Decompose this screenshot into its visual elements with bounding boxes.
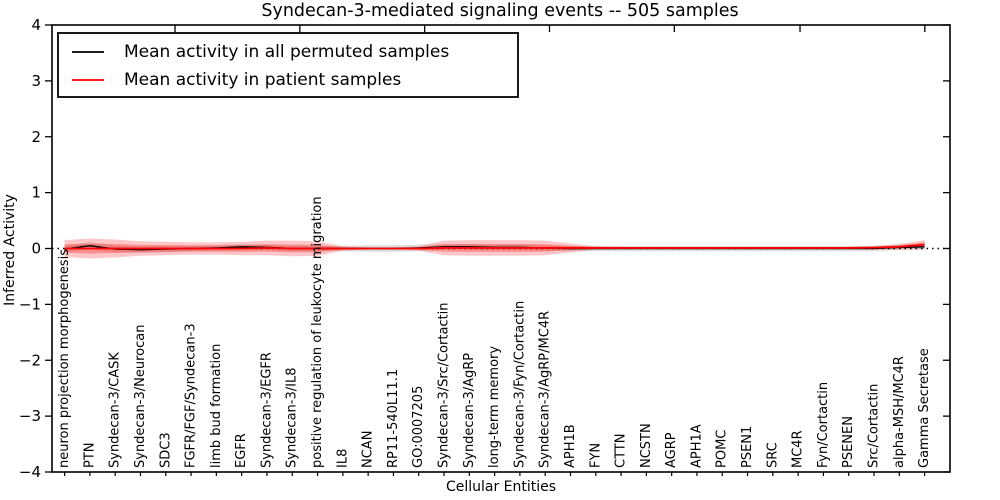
entity-label: PSENEN xyxy=(841,416,856,468)
entity-label: CTTN xyxy=(614,434,629,468)
entity-label: NCAN xyxy=(361,431,376,468)
entity-label: FYN xyxy=(588,443,603,468)
entity-label: Syndecan-3/AgRP xyxy=(462,353,477,468)
y-tick-label: 1 xyxy=(31,184,41,202)
entity-label: APH1B xyxy=(563,424,578,468)
y-tick-label: 2 xyxy=(31,128,41,146)
entity-label: limb bud formation xyxy=(209,344,224,468)
legend-label-permuted: Mean activity in all permuted samples xyxy=(124,42,449,62)
legend-label-patient: Mean activity in patient samples xyxy=(124,70,401,90)
entity-label: RP11-540L11.1 xyxy=(386,369,401,468)
entity-label: Fyn/Cortactin xyxy=(816,382,831,468)
entity-label: SDC3 xyxy=(158,432,173,468)
chart-title: Syndecan-3-mediated signaling events -- … xyxy=(261,1,738,21)
entity-label: NCSTN xyxy=(639,423,654,468)
entity-label: FGFR/FGF/Syndecan-3 xyxy=(184,323,199,468)
y-tick-label: −4 xyxy=(19,463,41,481)
entity-label: EGFR xyxy=(234,433,249,468)
entity-label: Syndecan-3/Src/Cortactin xyxy=(437,302,452,468)
entity-label: positive regulation of leukocyte migrati… xyxy=(310,196,325,468)
y-axis-label: Inferred Activity xyxy=(2,194,18,306)
legend: Mean activity in all permuted samples Me… xyxy=(57,32,519,98)
plot-border xyxy=(51,24,951,473)
entity-label: APH1A xyxy=(689,424,704,468)
entity-label: Syndecan-3/Fyn/Cortactin xyxy=(512,301,527,468)
entity-label: MC4R xyxy=(791,430,806,468)
patient-mean-line xyxy=(64,243,925,250)
y-tick-label: 4 xyxy=(31,16,41,34)
entity-label: GO:0007205 xyxy=(411,386,426,468)
entity-label: Syndecan-3/Neurocan xyxy=(133,325,148,468)
entity-label: AGRP xyxy=(664,432,679,468)
entity-label: Gamma Secretase xyxy=(917,348,932,468)
y-tick-label: 0 xyxy=(31,240,41,258)
entity-label: Src/Cortactin xyxy=(867,384,882,468)
entity-label: PTN xyxy=(82,442,97,468)
entity-label: IL8 xyxy=(335,449,350,468)
entity-label: Syndecan-3/AgRP/MC4R xyxy=(538,311,553,468)
entity-label: Syndecan-3/IL8 xyxy=(285,368,300,468)
y-tick-label: −3 xyxy=(19,407,41,425)
y-tick-label: −2 xyxy=(19,351,41,369)
y-tick-label: 3 xyxy=(31,72,41,90)
entity-label: SRC xyxy=(765,442,780,468)
entity-label: POMC xyxy=(715,430,730,468)
entity-label: long-term memory xyxy=(487,346,502,468)
entity-label: PSEN1 xyxy=(740,426,755,468)
entity-label: Syndecan-3/CASK xyxy=(108,352,123,468)
plot-area: 4 3 2 1 0 −1 −2 −3 −4 neuron projection morphogen… xyxy=(19,16,950,481)
entity-label: neuron projection morphogenesis xyxy=(57,249,72,468)
legend-box xyxy=(57,32,519,98)
x-axis-label: Cellular Entities xyxy=(446,479,556,495)
entity-label: Syndecan-3/EGFR xyxy=(259,352,274,468)
y-tick-label: −1 xyxy=(19,295,41,313)
entity-label: alpha-MSH/MC4R xyxy=(892,356,907,468)
